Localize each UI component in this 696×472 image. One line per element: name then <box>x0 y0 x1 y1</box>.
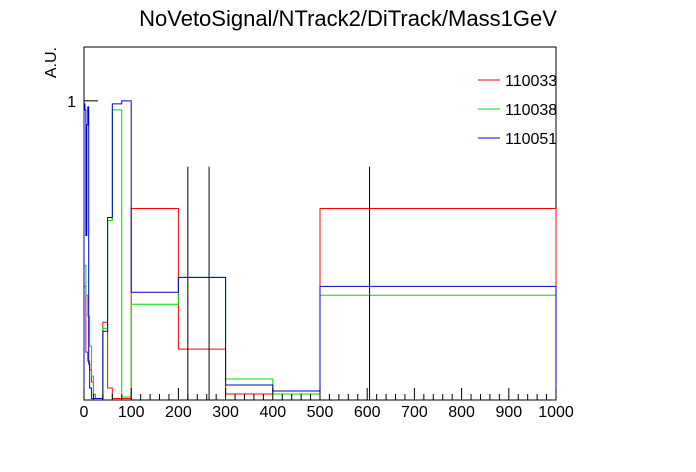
legend-label-110051: 110051 <box>505 131 557 148</box>
chart-title: NoVetoSignal/NTrack2/DiTrack/Mass1GeV <box>139 6 557 31</box>
x-tick-label: 900 <box>495 404 522 421</box>
legend-label-110033: 110033 <box>505 73 557 90</box>
x-tick-label: 0 <box>80 404 89 421</box>
x-tick-label: 100 <box>118 404 145 421</box>
plot-area: 0 100 200 300 400 500 600 700 800 900 1000 1 <box>67 46 574 421</box>
y-tick-label: 1 <box>67 94 76 111</box>
x-tick-label: 800 <box>448 404 475 421</box>
legend: 110033 110038 110051 <box>478 73 557 148</box>
legend-label-110038: 110038 <box>505 102 557 119</box>
x-tick-label: 1000 <box>538 404 574 421</box>
x-tick-label: 200 <box>165 404 192 421</box>
x-tick-label: 500 <box>307 404 334 421</box>
series-line-110051 <box>83 100 557 400</box>
x-tick-label: 400 <box>259 404 286 421</box>
x-tick-label: 700 <box>401 404 428 421</box>
y-axis-label: A.U. <box>43 47 60 78</box>
x-tick-label: 600 <box>354 404 381 421</box>
x-tick-label: 300 <box>212 404 239 421</box>
